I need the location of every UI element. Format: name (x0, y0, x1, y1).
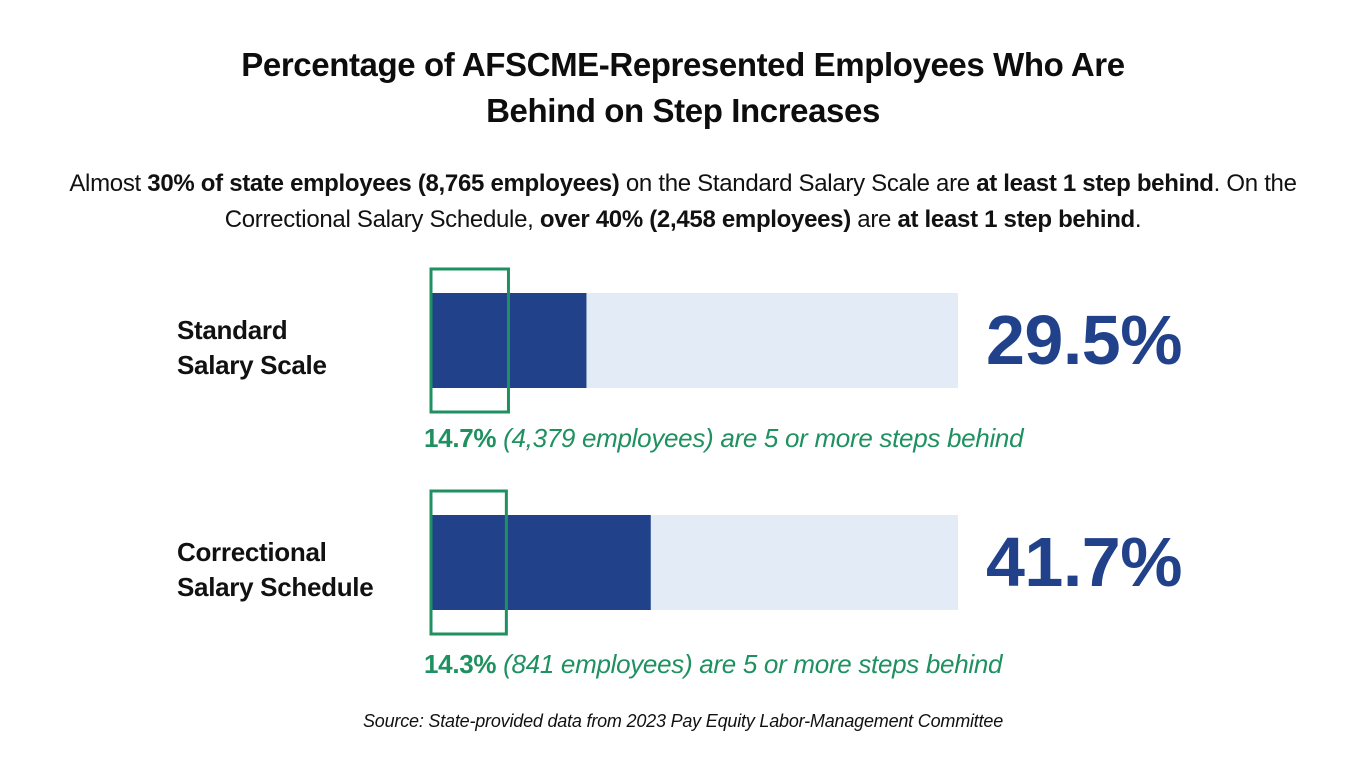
bar-correctional (431, 515, 651, 610)
note-standard: 14.7% (4,379 employees) are 5 or more st… (424, 421, 1024, 455)
category-label-line: Correctional (177, 537, 327, 567)
chart-title: Percentage of AFSCME-Represented Employe… (0, 42, 1366, 134)
value-label-correctional: 41.7% (986, 523, 1182, 601)
note-detail: (4,379 employees) are 5 or more steps be… (496, 423, 1024, 453)
category-label-line: Standard (177, 315, 288, 345)
subtitle-bold-4: at least 1 step behind (897, 206, 1135, 233)
category-label-correctional: Correctional Salary Schedule (177, 535, 374, 605)
value-label-standard: 29.5% (986, 301, 1182, 379)
subtitle-text-2: on the Standard Salary Scale are (619, 170, 977, 197)
subtitle-text-5: . (1134, 206, 1142, 233)
subtitle-bold-2: at least 1 step behind (976, 170, 1214, 197)
note-percent: 14.3% (424, 649, 497, 679)
note-percent: 14.7% (424, 423, 497, 453)
subtitle-bold-1: 30% of state employees (8,765 employees) (147, 170, 620, 197)
chart-subtitle: Almost 30% of state employees (8,765 emp… (40, 166, 1326, 238)
subtitle-bold-3: over 40% (2,458 employees) (539, 206, 851, 233)
title-line-2: Behind on Step Increases (486, 92, 880, 129)
subtitle-text-1: Almost (69, 170, 148, 197)
bars-layer (429, 267, 958, 636)
title-line-1: Percentage of AFSCME-Represented Employe… (241, 46, 1125, 83)
note-detail: (841 employees) are 5 or more steps behi… (496, 649, 1003, 679)
highlight-box-standard (429, 267, 510, 414)
subtitle-text-4: are (850, 206, 898, 233)
highlight-box-correctional (429, 489, 508, 636)
category-label-standard: Standard Salary Scale (177, 313, 327, 383)
source-note: Source: State-provided data from 2023 Pa… (362, 711, 1004, 731)
category-label-line: Salary Schedule (177, 572, 374, 602)
subtitle-text-3: . On the Correctional Salary Schedule, (224, 170, 1297, 233)
note-correctional: 14.3% (841 employees) are 5 or more step… (424, 647, 1002, 681)
category-label-line: Salary Scale (177, 350, 327, 380)
